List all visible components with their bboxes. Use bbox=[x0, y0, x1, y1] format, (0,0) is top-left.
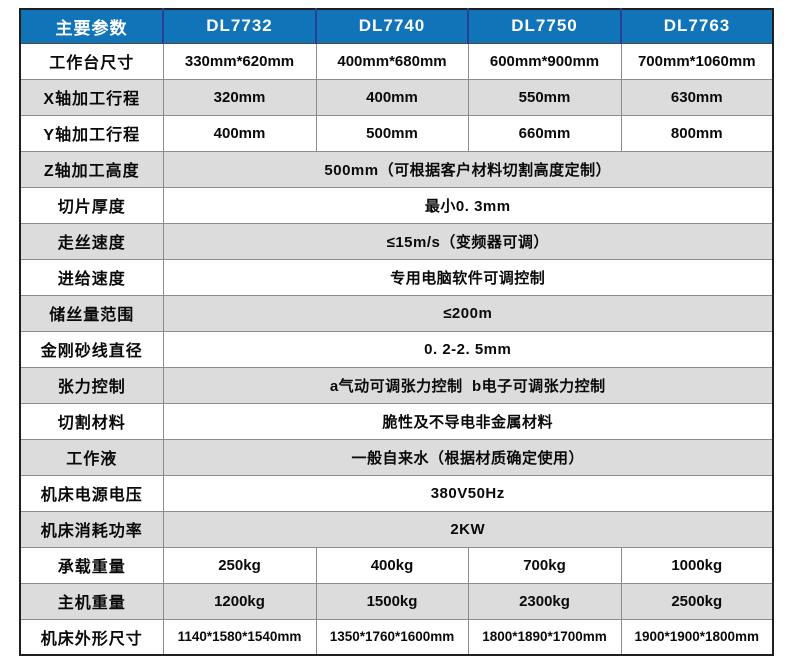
spec-span-cell: 最小0. 3mm bbox=[162, 186, 774, 224]
param-label: 切片厚度 bbox=[19, 186, 164, 224]
spec-cell: 330mm*620mm bbox=[162, 42, 317, 80]
table-row-worktable-size: 工作台尺寸 330mm*620mm 400mm*680mm 600mm*900m… bbox=[19, 42, 774, 80]
table-row-power-consumption: 机床消耗功率 2KW bbox=[19, 510, 774, 548]
param-label: Z轴加工高度 bbox=[19, 150, 164, 188]
spec-cell: 250kg bbox=[162, 546, 317, 584]
param-label: 机床电源电压 bbox=[19, 474, 164, 512]
spec-span-cell: ≤200m bbox=[162, 294, 774, 332]
spec-span-cell: 一般自来水（根据材质确定使用） bbox=[162, 438, 774, 476]
spec-cell: 400mm bbox=[162, 114, 317, 152]
table-row-load-capacity: 承载重量 250kg 400kg 700kg 1000kg bbox=[19, 546, 774, 584]
spec-cell: 600mm*900mm bbox=[467, 42, 622, 80]
spec-cell: 1900*1900*1800mm bbox=[620, 618, 774, 656]
model-header-dl7740: DL7740 bbox=[315, 9, 469, 44]
param-label: 金刚砂线直径 bbox=[19, 330, 164, 368]
model-header-dl7750: DL7750 bbox=[467, 9, 622, 44]
spec-span-cell: 0. 2-2. 5mm bbox=[162, 330, 774, 368]
spec-cell: 660mm bbox=[467, 114, 622, 152]
table-row-z-axis-height: Z轴加工高度 500mm（可根据客户材料切割高度定制） bbox=[19, 150, 774, 188]
table-row-machine-weight: 主机重量 1200kg 1500kg 2300kg 2500kg bbox=[19, 582, 774, 620]
param-label: 承载重量 bbox=[19, 546, 164, 584]
spec-cell: 400mm*680mm bbox=[315, 42, 469, 80]
spec-span-cell: 380V50Hz bbox=[162, 474, 774, 512]
param-label: 走丝速度 bbox=[19, 222, 164, 260]
spec-cell: 800mm bbox=[620, 114, 774, 152]
spec-cell: 1140*1580*1540mm bbox=[162, 618, 317, 656]
table-row-feed-speed: 进给速度 专用电脑软件可调控制 bbox=[19, 258, 774, 296]
spec-cell: 630mm bbox=[620, 78, 774, 116]
table-row-power-voltage: 机床电源电压 380V50Hz bbox=[19, 474, 774, 512]
spec-cell: 700mm*1060mm bbox=[620, 42, 774, 80]
model-header-dl7763: DL7763 bbox=[620, 9, 773, 44]
param-column-header: 主要参数 bbox=[20, 9, 164, 44]
param-label: 机床外形尺寸 bbox=[19, 618, 164, 656]
table-row-wire-diameter: 金刚砂线直径 0. 2-2. 5mm bbox=[19, 330, 774, 368]
table-row-x-axis-travel: X轴加工行程 320mm 400mm 550mm 630mm bbox=[19, 78, 774, 116]
param-label: X轴加工行程 bbox=[19, 78, 164, 116]
param-label: 工作液 bbox=[19, 438, 164, 476]
param-label: 主机重量 bbox=[19, 582, 164, 620]
spec-cell: 700kg bbox=[467, 546, 622, 584]
spec-cell: 500mm bbox=[315, 114, 469, 152]
param-label: Y轴加工行程 bbox=[19, 114, 164, 152]
spec-cell: 2300kg bbox=[467, 582, 622, 620]
spec-cell: 1500kg bbox=[315, 582, 469, 620]
spec-cell: 2500kg bbox=[620, 582, 774, 620]
spec-span-cell: 脆性及不导电非金属材料 bbox=[162, 402, 774, 440]
table-row-wire-speed: 走丝速度 ≤15m/s（变频器可调） bbox=[19, 222, 774, 260]
spec-cell: 400kg bbox=[315, 546, 469, 584]
spec-sheet: 主要参数 DL7732 DL7740 DL7750 DL7763 工作台尺寸 3… bbox=[19, 8, 774, 656]
param-label: 工作台尺寸 bbox=[19, 42, 164, 80]
spec-span-cell: 2KW bbox=[162, 510, 774, 548]
machine-spec-table: 主要参数 DL7732 DL7740 DL7750 DL7763 工作台尺寸 3… bbox=[19, 8, 774, 656]
table-row-wire-storage: 储丝量范围 ≤200m bbox=[19, 294, 774, 332]
param-label: 机床消耗功率 bbox=[19, 510, 164, 548]
spec-cell: 550mm bbox=[467, 78, 622, 116]
param-label: 进给速度 bbox=[19, 258, 164, 296]
spec-cell: 1800*1890*1700mm bbox=[467, 618, 622, 656]
spec-span-cell: ≤15m/s（变频器可调） bbox=[162, 222, 774, 260]
table-row-slice-thickness: 切片厚度 最小0. 3mm bbox=[19, 186, 774, 224]
table-row-machine-dimensions: 机床外形尺寸 1140*1580*1540mm 1350*1760*1600mm… bbox=[19, 618, 774, 656]
table-row-cutting-material: 切割材料 脆性及不导电非金属材料 bbox=[19, 402, 774, 440]
spec-span-cell: 500mm（可根据客户材料切割高度定制） bbox=[162, 150, 774, 188]
spec-cell: 400mm bbox=[315, 78, 469, 116]
table-row-y-axis-travel: Y轴加工行程 400mm 500mm 660mm 800mm bbox=[19, 114, 774, 152]
spec-span-cell: a气动可调张力控制 b电子可调张力控制 bbox=[162, 366, 774, 404]
param-label: 切割材料 bbox=[19, 402, 164, 440]
table-row-working-fluid: 工作液 一般自来水（根据材质确定使用） bbox=[19, 438, 774, 476]
table-header-row: 主要参数 DL7732 DL7740 DL7750 DL7763 bbox=[20, 9, 773, 44]
table-row-tension-control: 张力控制 a气动可调张力控制 b电子可调张力控制 bbox=[19, 366, 774, 404]
model-header-dl7732: DL7732 bbox=[162, 9, 317, 44]
spec-cell: 1350*1760*1600mm bbox=[315, 618, 469, 656]
spec-span-cell: 专用电脑软件可调控制 bbox=[162, 258, 774, 296]
spec-cell: 320mm bbox=[162, 78, 317, 116]
spec-cell: 1000kg bbox=[620, 546, 774, 584]
spec-cell: 1200kg bbox=[162, 582, 317, 620]
param-label: 储丝量范围 bbox=[19, 294, 164, 332]
param-label: 张力控制 bbox=[19, 366, 164, 404]
